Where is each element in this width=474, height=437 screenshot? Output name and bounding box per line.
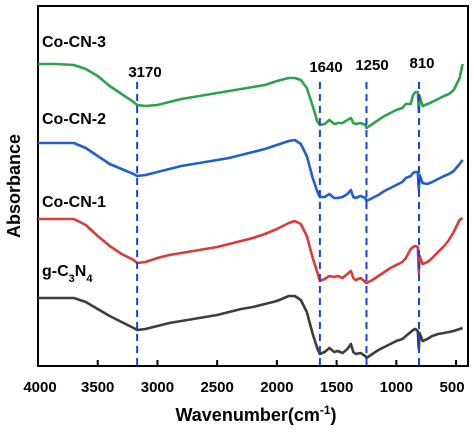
reference-label-810: 810 [409, 55, 434, 72]
x-tick-label-1500: 1500 [320, 379, 353, 396]
x-tick-label-2500: 2500 [200, 379, 233, 396]
y-axis-label: Absorbance [4, 134, 24, 238]
reference-lines: 3170 1640 1250 810 [128, 55, 435, 366]
x-axis-ticks: 4000 3500 3000 2500 2000 1500 1000 500 [23, 360, 465, 396]
x-tick-label-3000: 3000 [141, 379, 174, 396]
x-tick-label-3500: 3500 [81, 379, 114, 396]
series-line-3 [38, 294, 464, 360]
plot-frame [37, 5, 469, 367]
x-tick-label-4000: 4000 [23, 379, 56, 396]
reference-label-1640: 1640 [309, 59, 342, 76]
series-label-3: g-C3N4 [42, 263, 93, 285]
series-label-1: Co-CN-2 [42, 111, 106, 128]
x-tick-label-1000: 1000 [380, 379, 413, 396]
x-axis-label: Wavenumber(cm-1) [175, 403, 336, 425]
series-line-1 [38, 138, 464, 203]
reference-label-1250: 1250 [355, 57, 388, 74]
series-label-2: Co-CN-1 [42, 194, 106, 211]
series-line-2 [38, 216, 464, 285]
x-axis-label-end: ) [331, 405, 337, 425]
reference-label-3170: 3170 [128, 64, 161, 81]
x-axis-label-main: Wavenumber(cm [175, 405, 319, 425]
series-labels: Co-CN-3 Co-CN-2 Co-CN-1 g-C3N4 [42, 34, 106, 285]
series-label-0: Co-CN-3 [42, 34, 106, 51]
x-axis-label-sup: -1 [320, 403, 331, 417]
x-tick-label-500: 500 [440, 379, 465, 396]
x-tick-label-2000: 2000 [260, 379, 293, 396]
series-lines [38, 62, 464, 360]
